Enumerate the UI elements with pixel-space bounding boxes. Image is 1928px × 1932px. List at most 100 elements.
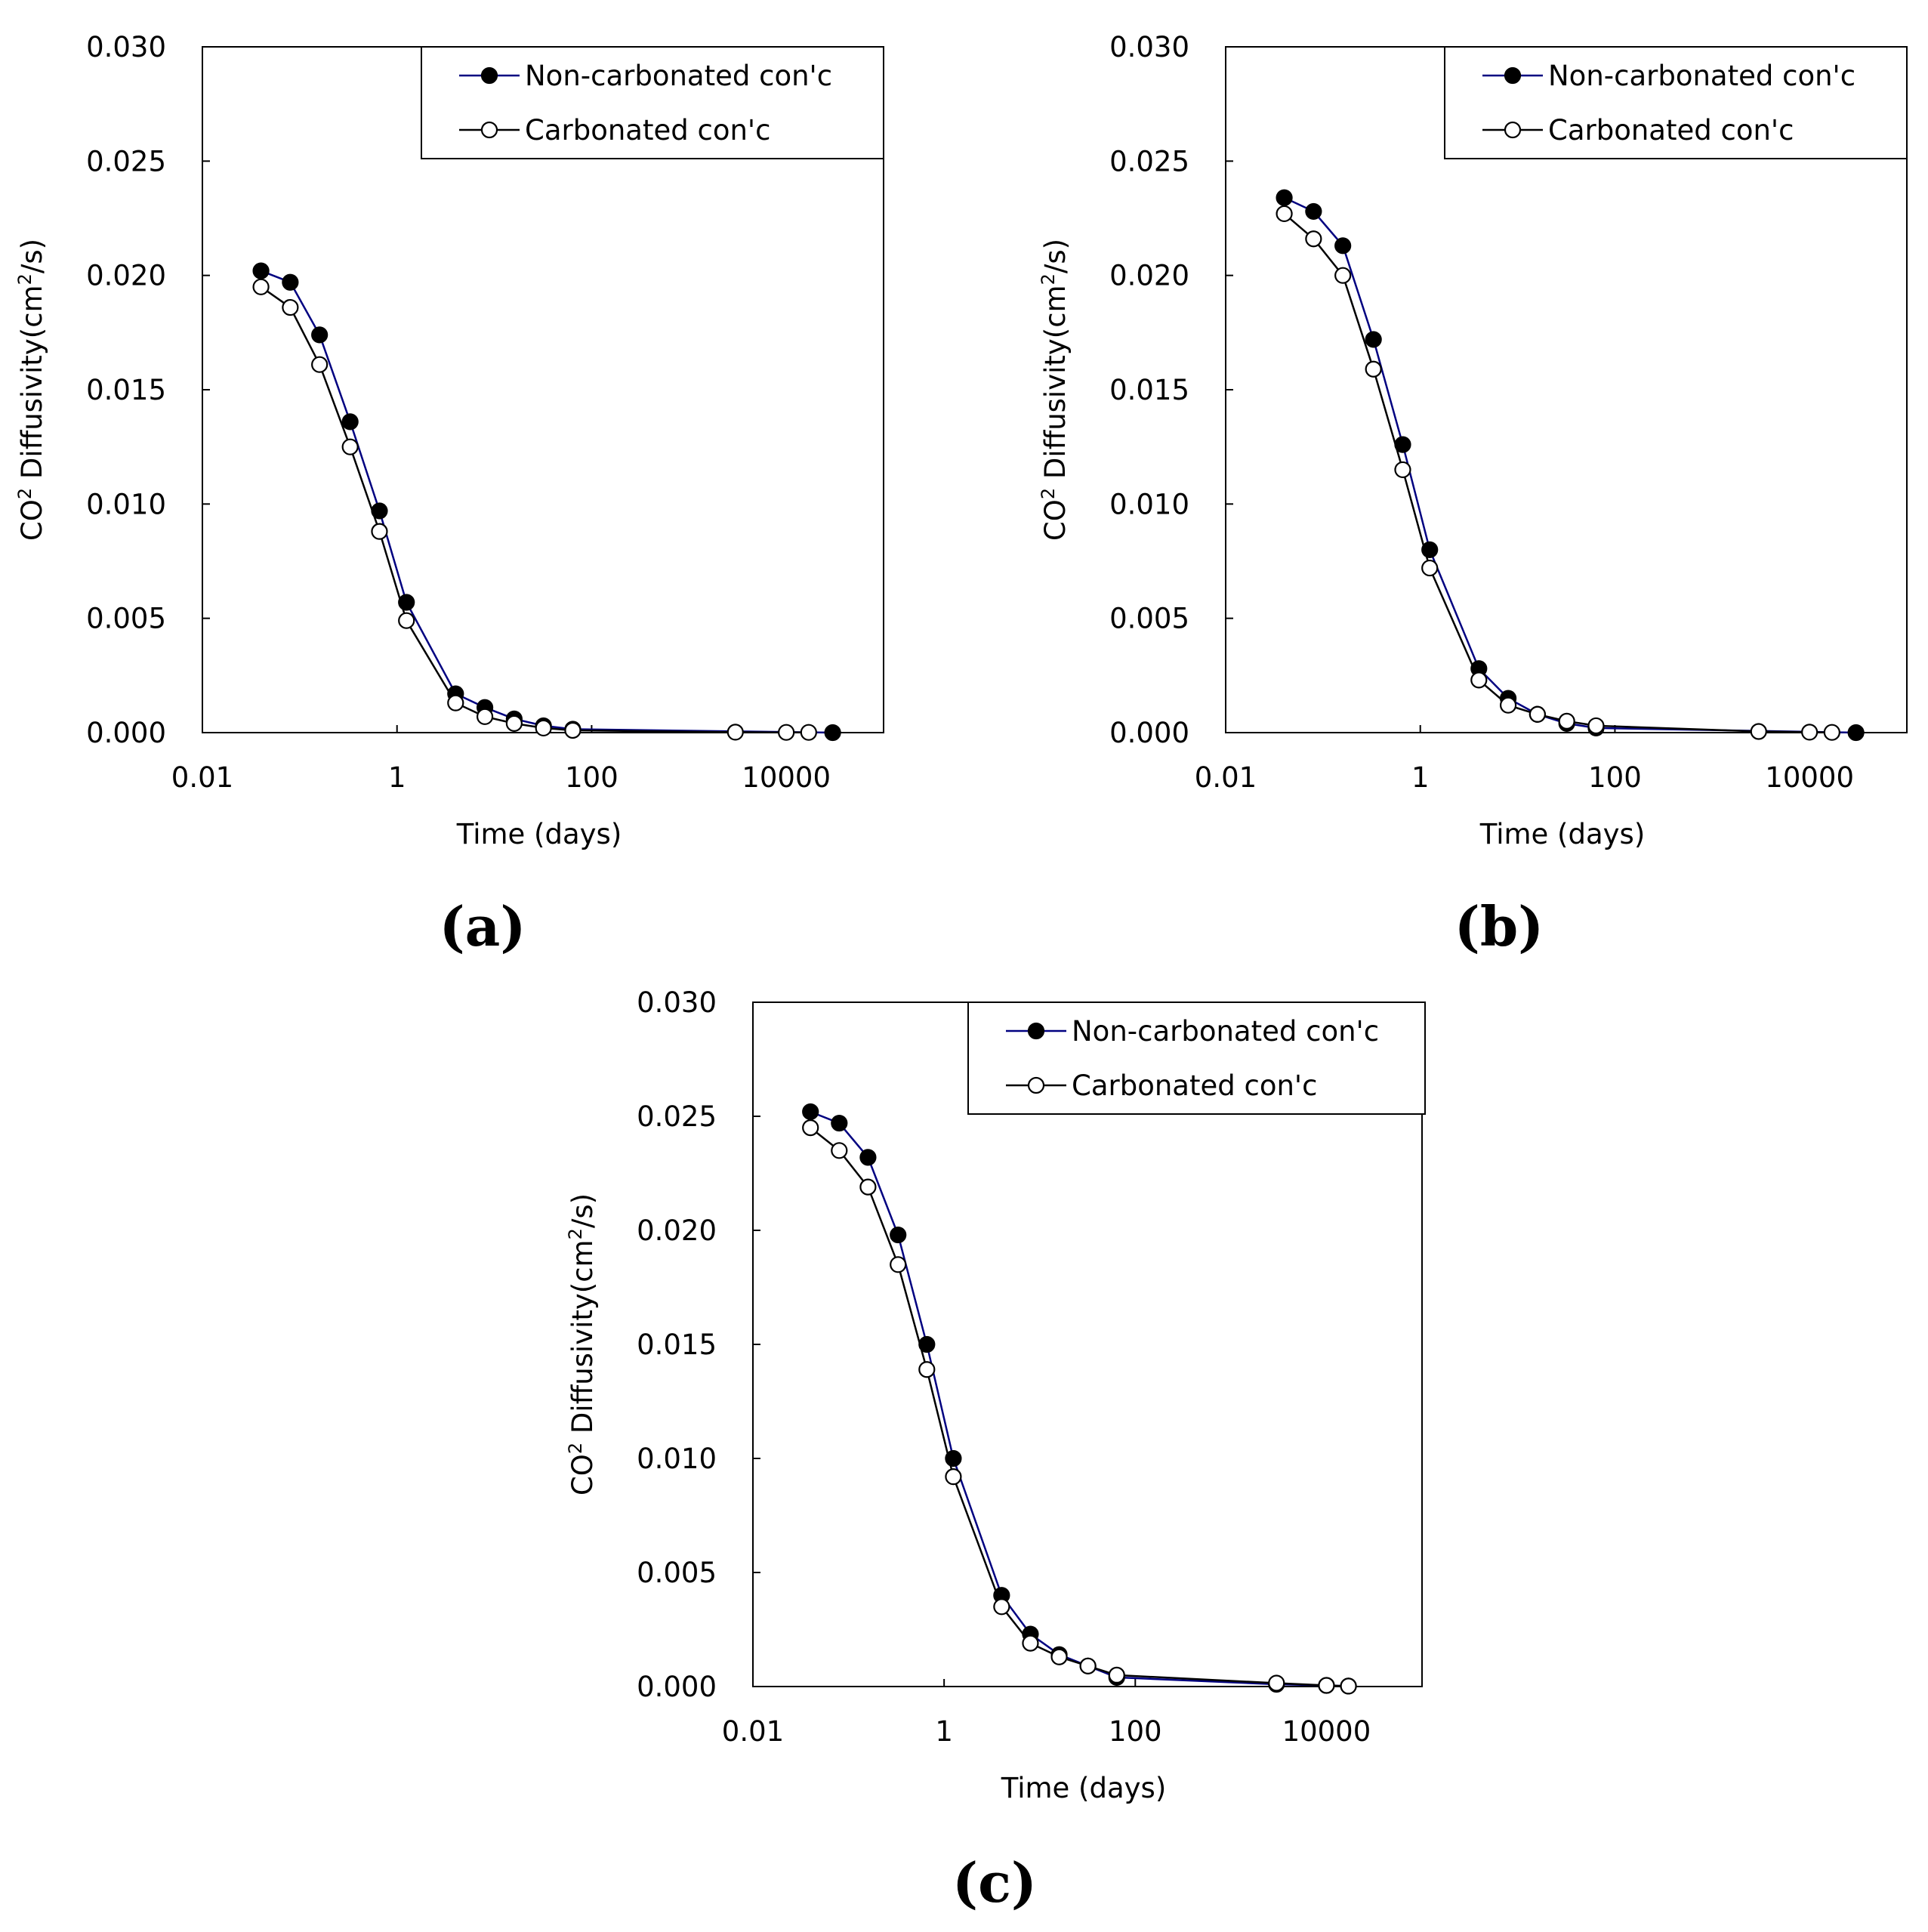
- data-point-non-carbonated: [252, 262, 270, 279]
- y-tick-label: 0.010: [86, 488, 166, 520]
- y-tick-label: 0.030: [1109, 31, 1189, 63]
- y-tick-label: 0.015: [1109, 374, 1189, 406]
- data-point-non-carbonated: [1276, 189, 1293, 206]
- data-point-carbonated: [1268, 1674, 1285, 1692]
- x-tick-label: 1: [388, 761, 406, 794]
- y-tick-label: 0.000: [86, 717, 166, 749]
- data-point-carbonated: [282, 298, 299, 316]
- data-point-carbonated: [1587, 717, 1605, 735]
- x-axis-title: Time (days): [1001, 1772, 1167, 1804]
- series-line-carbonated: [260, 285, 809, 733]
- series-line-non-carbonated: [261, 270, 833, 734]
- legend-box: [421, 46, 884, 159]
- x-tick-label: 100: [1109, 1715, 1162, 1748]
- legend-swatch-marker: [1027, 1022, 1045, 1040]
- data-point-carbonated: [1079, 1657, 1097, 1674]
- data-point-carbonated: [945, 1468, 962, 1486]
- y-tick-label: 0.030: [637, 986, 717, 1019]
- data-point-carbonated: [535, 719, 552, 737]
- legend-entry-label: Carbonated con'c: [1072, 1069, 1317, 1102]
- y-tick-label: 0.000: [637, 1671, 717, 1703]
- chart-panel-b: 0.000 0.005 0.010 0.015 0.020 0.025 0.030 0.01 1…: [1038, 31, 1908, 958]
- x-tick-label: 10000: [1282, 1715, 1371, 1748]
- legend-entry-label: Carbonated con'c: [1548, 114, 1794, 147]
- series-line-carbonated: [1283, 212, 1832, 733]
- legend: Non-carbonated con'c Carbonated con'c: [967, 1001, 1426, 1115]
- panel-label: (b): [1454, 894, 1544, 958]
- data-point-carbonated: [859, 1178, 877, 1196]
- x-tick-label: 10000: [742, 761, 831, 794]
- y-axis-title: CO2 Diffusivity(cm2/s): [1038, 239, 1072, 541]
- y-axis-title: CO2 Diffusivity(cm2/s): [565, 1193, 599, 1495]
- data-point-carbonated: [311, 356, 329, 373]
- y-tick-label: 0.005: [86, 603, 166, 635]
- data-point-carbonated: [1340, 1677, 1357, 1695]
- data-point-carbonated: [1022, 1634, 1039, 1652]
- data-point-non-carbonated: [824, 724, 841, 742]
- x-tick-label: 1: [1411, 761, 1430, 794]
- data-point-carbonated: [398, 612, 415, 629]
- x-tick-label: 1: [935, 1715, 953, 1748]
- panel-label: (c): [952, 1850, 1037, 1915]
- y-tick-label: 0.025: [1109, 145, 1189, 177]
- data-point-carbonated: [476, 708, 494, 725]
- data-point-carbonated: [1276, 205, 1293, 223]
- legend: Non-carbonated con'c Carbonated con'c: [421, 46, 884, 159]
- legend-swatch-marker: [1027, 1076, 1045, 1094]
- data-point-carbonated: [831, 1142, 848, 1159]
- y-tick-label: 0.020: [86, 260, 166, 292]
- data-point-non-carbonated: [282, 273, 299, 291]
- data-point-carbonated: [800, 724, 817, 741]
- y-tick-label: 0.010: [637, 1443, 717, 1475]
- data-point-non-carbonated: [341, 413, 359, 431]
- data-point-carbonated: [726, 724, 744, 741]
- legend-entry-label: Non-carbonated con'c: [1548, 60, 1856, 92]
- data-point-carbonated: [1750, 723, 1767, 740]
- legend-entry-label: Non-carbonated con'c: [525, 60, 832, 92]
- data-point-carbonated: [1050, 1648, 1068, 1665]
- data-point-carbonated: [1470, 671, 1488, 689]
- data-point-non-carbonated: [802, 1103, 819, 1121]
- series-line-non-carbonated: [810, 1110, 1349, 1687]
- chart-panel-c: 0.000 0.005 0.010 0.015 0.020 0.025 0.030 0.01 1…: [565, 986, 1426, 1915]
- data-point-carbonated: [1529, 705, 1546, 723]
- data-point-carbonated: [505, 714, 523, 732]
- data-point-carbonated: [993, 1598, 1010, 1616]
- data-point-carbonated: [1305, 230, 1322, 248]
- data-point-carbonated: [1801, 724, 1818, 741]
- chart-panel-a: 0.000 0.005 0.010 0.015 0.020 0.025 0.030 0.01 1…: [14, 31, 884, 958]
- data-point-carbonated: [252, 278, 270, 295]
- x-tick-label: 0.01: [722, 1715, 784, 1748]
- y-tick-label: 0.015: [86, 374, 166, 406]
- legend-swatch-marker: [1504, 66, 1522, 85]
- y-tick-label: 0.025: [86, 145, 166, 177]
- data-point-non-carbonated: [890, 1226, 907, 1244]
- panel-label: (a): [440, 894, 526, 958]
- data-point-carbonated: [447, 694, 464, 711]
- data-point-carbonated: [890, 1256, 907, 1273]
- x-axis-title: Time (days): [456, 818, 622, 850]
- data-point-non-carbonated: [859, 1149, 877, 1166]
- y-tick-label: 0.015: [637, 1329, 717, 1361]
- y-tick-label: 0.005: [637, 1557, 717, 1589]
- y-tick-label: 0.030: [86, 31, 166, 63]
- x-tick-label: 100: [1588, 761, 1642, 794]
- data-point-non-carbonated: [1365, 331, 1382, 348]
- legend-swatch-marker: [1504, 121, 1522, 139]
- x-axis-title: Time (days): [1479, 818, 1646, 850]
- x-tick-label: 100: [565, 761, 619, 794]
- x-tick-label: 0.01: [1195, 761, 1257, 794]
- y-tick-label: 0.025: [637, 1100, 717, 1133]
- legend-swatch-marker: [480, 121, 498, 139]
- y-tick-label: 0.010: [1109, 488, 1189, 520]
- y-tick-label: 0.000: [1109, 717, 1189, 749]
- legend-box: [967, 1001, 1426, 1115]
- data-point-carbonated: [564, 721, 581, 739]
- data-point-non-carbonated: [311, 326, 329, 344]
- legend-entry-label: Carbonated con'c: [525, 114, 770, 147]
- y-tick-label: 0.005: [1109, 603, 1189, 635]
- x-tick-label: 0.01: [171, 761, 233, 794]
- series-line-carbonated: [810, 1127, 1349, 1687]
- y-tick-label: 0.020: [1109, 260, 1189, 292]
